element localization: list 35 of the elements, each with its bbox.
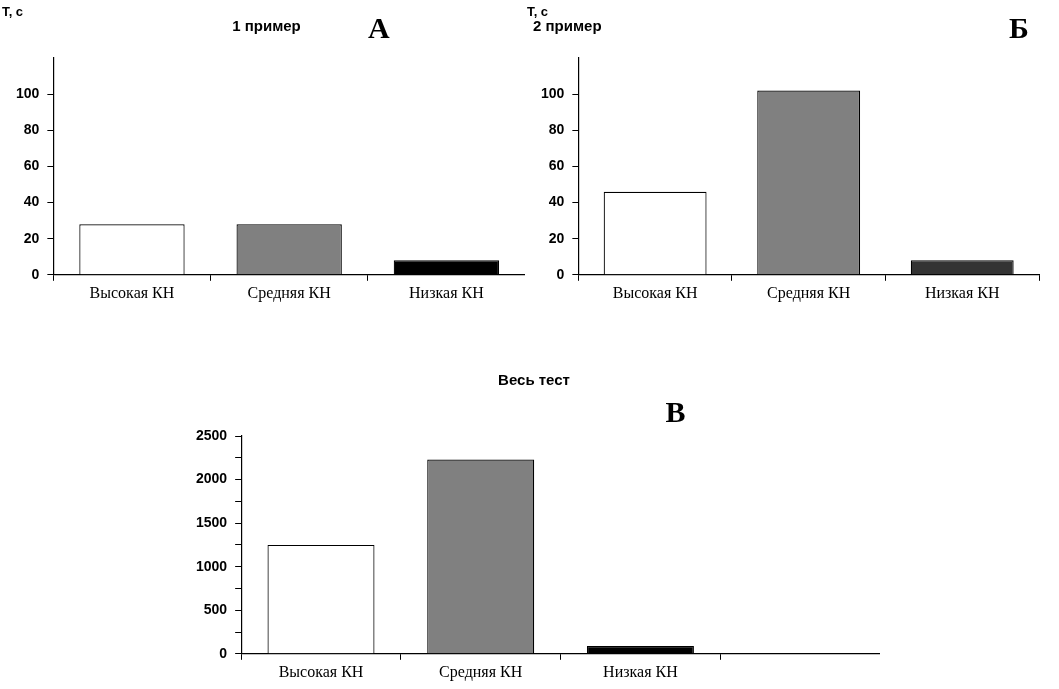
chart-title: 1 пример [232,17,301,35]
y-tick-label: 500 [203,601,228,618]
y-tick-label: 40 [23,193,40,210]
text: Б [1009,11,1029,44]
y-tick-label: 60 [548,157,565,174]
y-tick-label: 0 [219,644,228,661]
chart-title: Весь тест [498,371,570,389]
y-tick-label: 100 [16,84,40,101]
y-tick-label: 0 [31,265,40,282]
y-tick-label: 1000 [195,557,228,574]
text: В [665,395,686,428]
x-tick-label: Средняя КН [767,283,851,302]
x-tick-label: Низкая КН [924,283,1000,301]
y-tick-label: 60 [23,157,40,174]
y-tick-label: 1500 [195,513,228,530]
x-tick-label: Высокая КН [89,283,175,301]
y-tick-label: 20 [548,229,565,246]
x-tick-label: Низкая КН [409,283,485,301]
y-tick-label: 40 [548,193,565,210]
y-tick-label: 100 [541,84,565,101]
x-tick-label: Низкая КН [603,662,679,680]
y-tick-label: 20 [23,229,40,246]
x-tick-label: Средняя КН [247,283,332,302]
x-tick-label: Высокая КН [278,662,364,680]
x-tick-label: Средняя КН [439,662,523,681]
y-tick-label: 80 [548,121,565,138]
x-tick-label: Высокая КН [612,283,698,301]
y-axis-title: Т, с [2,4,24,20]
y-tick-label: 80 [23,121,40,138]
chart-title: 2 пример [533,17,602,35]
text: А [367,11,390,44]
y-axis-title: Т, с [527,4,549,20]
y-tick-label: 2500 [195,426,228,443]
y-tick-label: 2000 [195,470,228,487]
y-tick-label: 0 [556,265,565,282]
